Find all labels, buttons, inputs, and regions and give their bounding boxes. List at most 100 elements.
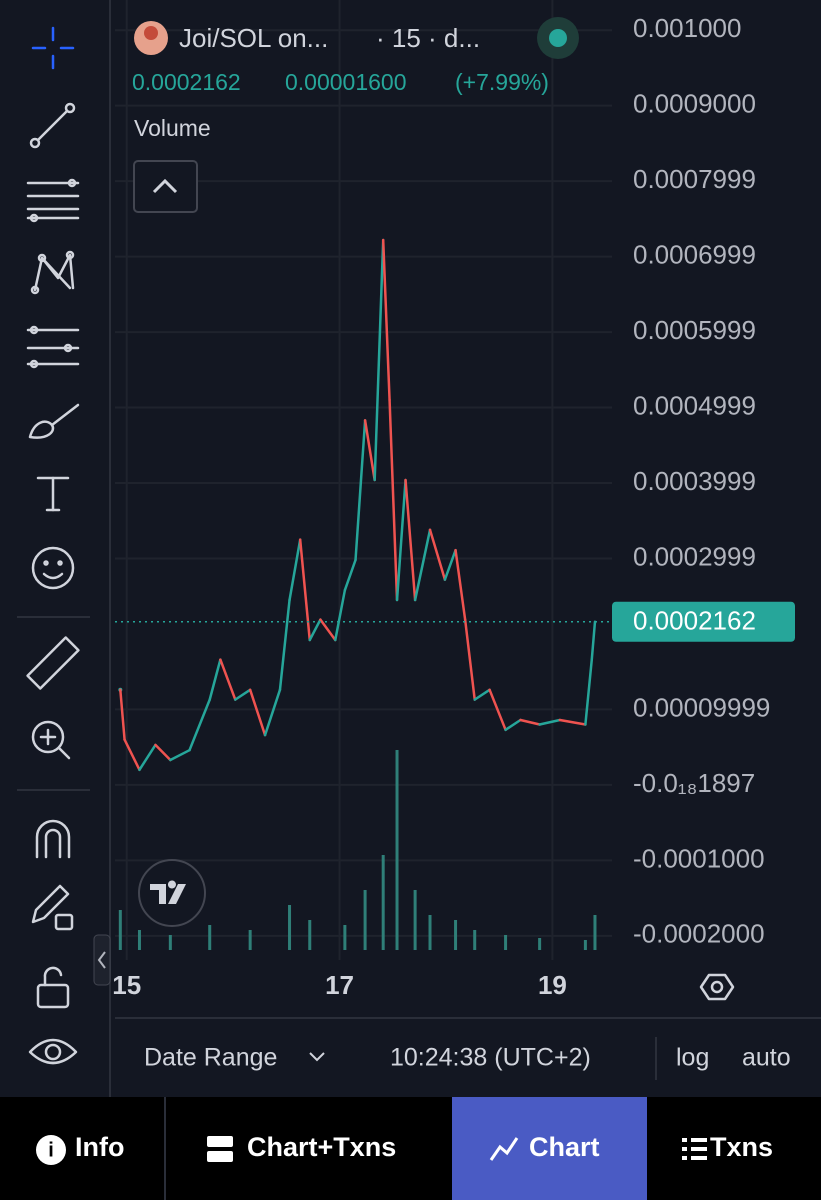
- volume-bar: [395, 750, 399, 950]
- price-segment: [248, 688, 267, 737]
- symbol[interactable]: Joi/SOL on...: [179, 23, 328, 53]
- price-segment: [208, 658, 222, 701]
- tab-label[interactable]: Info: [75, 1132, 124, 1162]
- price-segment: [558, 718, 587, 726]
- price-segment: [488, 688, 507, 732]
- price-segment: [590, 620, 597, 661]
- price-segment: [373, 238, 385, 482]
- volume-bar: [413, 890, 417, 950]
- tab-label[interactable]: Chart: [529, 1132, 600, 1162]
- emoji-tool[interactable]: [31, 546, 75, 590]
- price-segment: [388, 398, 399, 602]
- price-segment: [404, 478, 417, 602]
- tab-background: [0, 1097, 165, 1200]
- price: 0.0002162: [132, 69, 241, 95]
- tab[interactable]: Chart+Txns: [164, 1097, 452, 1200]
- change-percent: (+7.99%): [455, 69, 549, 95]
- status-dot: [549, 29, 567, 47]
- y-tick-label: 0.0006999: [633, 239, 756, 269]
- log-toggle[interactable]: log: [676, 1044, 709, 1072]
- visibility-tool[interactable]: [28, 1038, 78, 1065]
- volume-bar: [583, 940, 587, 950]
- auto-toggle[interactable]: auto: [742, 1044, 791, 1072]
- clock: 10:24:38 (UTC+2): [390, 1044, 591, 1072]
- y-tick-label: 0.0009000: [633, 89, 756, 119]
- price-segment: [443, 548, 457, 581]
- price-segment: [154, 743, 172, 762]
- volume-bar: [118, 910, 122, 950]
- price-segment: [395, 478, 407, 602]
- tradingview-logo: [138, 859, 206, 927]
- y-tick-label: 0.0003999: [633, 466, 756, 496]
- price-segment: [219, 658, 237, 701]
- price-segment: [298, 538, 312, 642]
- lock-drawing-tool[interactable]: [31, 884, 74, 931]
- volume-bar: [454, 920, 458, 950]
- price-segment: [454, 548, 467, 621]
- volume-bar: [428, 915, 432, 950]
- ruler-tool[interactable]: [26, 636, 80, 690]
- token-avatar-detail: [144, 26, 158, 40]
- y-tick-label: 0.0002999: [633, 541, 756, 571]
- y-tick-label: 0.0005999: [633, 315, 756, 345]
- info-glyph: i: [48, 1139, 54, 1161]
- magnet-tool[interactable]: [35, 819, 71, 859]
- price-segment: [504, 718, 522, 732]
- price-segment: [319, 618, 337, 642]
- x-tick-label: 17: [325, 970, 354, 1000]
- interval[interactable]: · 15 · d...: [376, 23, 480, 53]
- price-segment: [234, 688, 252, 701]
- volume-bar: [137, 930, 141, 950]
- crosshair-tool[interactable]: [31, 26, 75, 70]
- lock-tool[interactable]: [36, 966, 70, 1009]
- volume-bar: [343, 925, 347, 950]
- x-tick-label: 15: [112, 970, 141, 1000]
- axis-settings[interactable]: [699, 973, 735, 1001]
- volume-bar: [248, 930, 252, 950]
- tab-background: [165, 1097, 452, 1200]
- y-tick-label: 0.0007999: [633, 164, 756, 194]
- tab-label[interactable]: Txns: [710, 1132, 773, 1162]
- y-tick-label: 0.0004999: [633, 390, 756, 420]
- change: 0.00001600: [285, 69, 407, 95]
- tab-label[interactable]: Chart+Txns: [247, 1132, 396, 1162]
- price-segment: [413, 528, 432, 602]
- price-segment: [334, 588, 347, 642]
- indicator-name: Volume: [134, 115, 211, 141]
- y-tick-label: -0.0001000: [633, 843, 765, 873]
- price-segment: [473, 688, 491, 701]
- chart-icon: [489, 1137, 519, 1161]
- last-price-label: 0.0002162: [633, 606, 756, 636]
- zoom-tool[interactable]: [31, 720, 71, 760]
- trend-line-tool[interactable]: [29, 102, 76, 149]
- date-range[interactable]: Date Range: [144, 1044, 277, 1072]
- tab[interactable]: Info: [0, 1097, 165, 1200]
- y-tick-label: -0.0002000: [633, 919, 765, 949]
- fib-tool[interactable]: [26, 178, 80, 223]
- price-segment: [188, 698, 211, 752]
- forecast-tool[interactable]: [26, 325, 80, 369]
- tab-background: [647, 1097, 821, 1200]
- price-segment: [354, 419, 367, 562]
- tab[interactable]: Chart: [452, 1097, 647, 1200]
- chart-txns-icon: [207, 1136, 233, 1162]
- volume-bar: [363, 890, 367, 950]
- text-tool[interactable]: [36, 476, 70, 512]
- collapse-toolbar[interactable]: [93, 934, 111, 986]
- price-segment: [119, 688, 126, 741]
- price-segment: [584, 658, 594, 726]
- collapse-indicators[interactable]: [133, 160, 198, 213]
- info-icon: [36, 1135, 66, 1165]
- tab-background: [452, 1097, 647, 1200]
- pattern-tool[interactable]: [30, 250, 75, 295]
- brush-tool[interactable]: [28, 403, 80, 439]
- tab[interactable]: Txns: [647, 1097, 821, 1200]
- price-segment: [263, 688, 282, 737]
- volume-bar: [538, 938, 542, 950]
- volume-bar: [208, 925, 212, 950]
- last-price-box: [612, 601, 795, 642]
- price-segment: [363, 419, 376, 482]
- price-segment: [278, 598, 291, 692]
- volume-bar: [473, 930, 477, 950]
